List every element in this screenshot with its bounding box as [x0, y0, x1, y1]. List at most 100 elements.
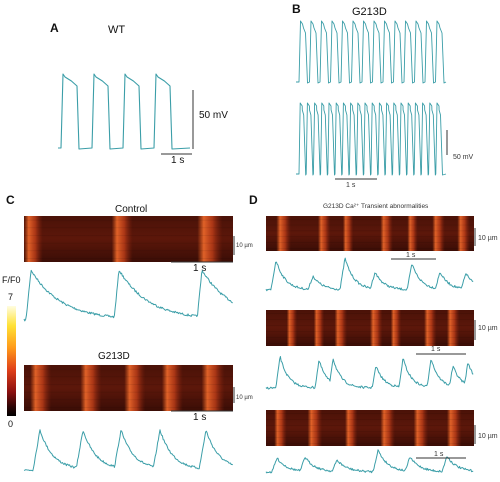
linescan-abnormal-3-release-band-5: [413, 410, 429, 446]
panel-d-space-scale-label-1: 10 µm: [478, 235, 498, 242]
linescan-abnormal-3-release-band-3: [345, 410, 358, 446]
scale-bars: [161, 90, 476, 459]
linescan-abnormal-2-texture-3: [266, 325, 474, 326]
trace-g213d-action-potentials-1: [296, 20, 447, 84]
linescan-abnormal-2-release-band-5: [390, 310, 402, 346]
linescan-g213d-release-band-5: [201, 365, 225, 411]
panel-d-letter: D: [249, 193, 258, 207]
trace-abnormal-calcium-transient-3: [265, 449, 474, 474]
panel-b-time-scale-label: 1 s: [346, 182, 356, 189]
linescan-abnormal-2-release-band-2: [313, 310, 325, 346]
linescan-control-release-band-3: [197, 216, 223, 262]
linescan-g213d-release-band-3: [124, 365, 146, 411]
linescan-g213d-release-band-1: [30, 365, 52, 411]
linescan-g213d-release-band-2: [80, 365, 102, 411]
linescan-images: [24, 216, 474, 446]
colorbar: [7, 306, 16, 416]
panel-d-space-scale-label-3: 10 µm: [478, 433, 498, 440]
linescan-control: [24, 216, 233, 262]
linescan-abnormal-2-texture-4: [266, 331, 474, 332]
linescan-abnormal-1-release-band-7: [457, 216, 470, 251]
linescan-abnormal-3-release-band-6: [446, 410, 462, 446]
linescan-abnormal-1-texture-1: [266, 218, 474, 220]
panel-a-time-scale-label: 1 s: [171, 155, 185, 166]
linescan-abnormal-1-texture-3: [266, 230, 474, 232]
linescan-g213d-texture-4: [24, 391, 233, 393]
linescan-g213d-texture-1: [24, 368, 233, 370]
panel-a-letter: A: [50, 21, 59, 35]
linescan-abnormal-2-release-band-4: [370, 310, 383, 346]
linescan-control-texture-5: [24, 250, 233, 252]
linescan-abnormal-2-release-band-3: [334, 310, 348, 346]
trace-abnormal-calcium-transient-2: [265, 356, 474, 390]
linescan-abnormal-1-texture-5: [266, 242, 474, 243]
linescan-g213d-texture-2: [24, 376, 233, 378]
linescan-abnormal-3-texture-2: [266, 419, 474, 420]
linescan-abnormal-2-texture-1: [266, 313, 474, 314]
colorbar-min-label: 0: [8, 419, 14, 429]
linescan-abnormal-1: [266, 216, 474, 251]
linescan-abnormal-2: [266, 310, 474, 346]
linescan-abnormal-1-release-band-4: [380, 216, 393, 251]
linescan-abnormal-1-texture-2: [266, 224, 474, 226]
linescan-abnormal-1-release-band-2: [318, 216, 331, 251]
linescan-abnormal-2-release-band-1: [286, 310, 298, 346]
fluorescence-and-voltage-traces: [23, 20, 474, 474]
linescan-control-texture-6: [24, 258, 233, 259]
panel-c-control-title: Control: [115, 204, 148, 215]
trace-abnormal-calcium-transient-1: [265, 257, 474, 292]
linescan-g213d-texture-3: [24, 384, 233, 385]
linescan-abnormal-1-texture-4: [266, 236, 474, 238]
panel-c-time-scale-label-2: 1 s: [193, 412, 207, 423]
panel-b-voltage-scale-label: 50 mV: [453, 154, 474, 161]
panel-d-title: G213D Ca²⁺ Transient abnormalities: [323, 203, 429, 210]
panel-b-letter: B: [292, 2, 301, 16]
linescan-abnormal-2-texture-6: [266, 343, 474, 344]
linescan-abnormal-3-texture-6: [266, 443, 474, 444]
linescan-abnormal-1-release-band-6: [432, 216, 445, 251]
linescan-abnormal-2-texture-5: [266, 337, 474, 338]
panel-b-title: G213D: [352, 6, 387, 18]
linescan-abnormal-2-release-band-6: [424, 310, 437, 346]
linescan-g213d-texture-6: [24, 407, 233, 408]
linescan-abnormal-3-background: [266, 410, 474, 446]
linescan-abnormal-3-release-band-4: [380, 410, 395, 446]
linescan-abnormal-2-texture-2: [266, 319, 474, 320]
linescan-g213d-release-band-4: [161, 365, 183, 411]
linescan-control-release-band-2: [111, 216, 133, 262]
panel-c-space-scale-label-2: 10 µm: [236, 395, 253, 401]
trace-g213d-action-potentials-2: [296, 102, 447, 176]
panel-a-title: WT: [108, 24, 126, 36]
linescan-control-texture-3: [24, 235, 233, 236]
panel-d-time-scale-label-2: 1 s: [431, 346, 441, 353]
linescan-abnormal-3-texture-1: [266, 413, 474, 414]
colorbar-label: F/F0: [2, 275, 21, 285]
linescan-abnormal-3-texture-4: [266, 431, 474, 432]
linescan-abnormal-1-release-band-5: [407, 216, 418, 251]
panel-d-time-scale-label-3: 1 s: [434, 451, 444, 458]
linescan-control-texture-1: [24, 219, 233, 221]
panel-d-space-scale-label-2: 10 µm: [478, 325, 498, 332]
linescan-abnormal-3-release-band-2: [307, 410, 323, 446]
trace-wt-action-potentials: [58, 73, 191, 150]
trace-g213d-calcium-transient: [23, 429, 234, 472]
linescan-abnormal-3-release-band-1: [274, 410, 287, 446]
linescan-g213d-texture-5: [24, 399, 233, 401]
panel-c-mutant-title: G213D: [98, 351, 130, 362]
linescan-abnormal-1-texture-6: [266, 248, 474, 249]
colorbar-max-label: 7: [8, 292, 14, 302]
linescan-abnormal-3-texture-3: [266, 425, 474, 426]
linescan-control-texture-2: [24, 227, 233, 229]
linescan-control-texture-4: [24, 242, 233, 244]
panel-a-voltage-scale-label: 50 mV: [199, 110, 228, 121]
linescan-abnormal-1-release-band-1: [276, 216, 291, 251]
panel-c-time-scale-label-1: 1 s: [193, 263, 207, 274]
trace-control-calcium-transient: [23, 269, 233, 322]
linescan-control-release-band-1: [24, 216, 43, 262]
linescan-abnormal-2-release-band-7: [446, 310, 460, 346]
panel-c-space-scale-label-1: 10 µm: [236, 243, 253, 249]
linescan-abnormal-3: [266, 410, 474, 446]
linescan-abnormal-3-texture-5: [266, 437, 474, 438]
panel-c-letter: C: [6, 193, 15, 207]
